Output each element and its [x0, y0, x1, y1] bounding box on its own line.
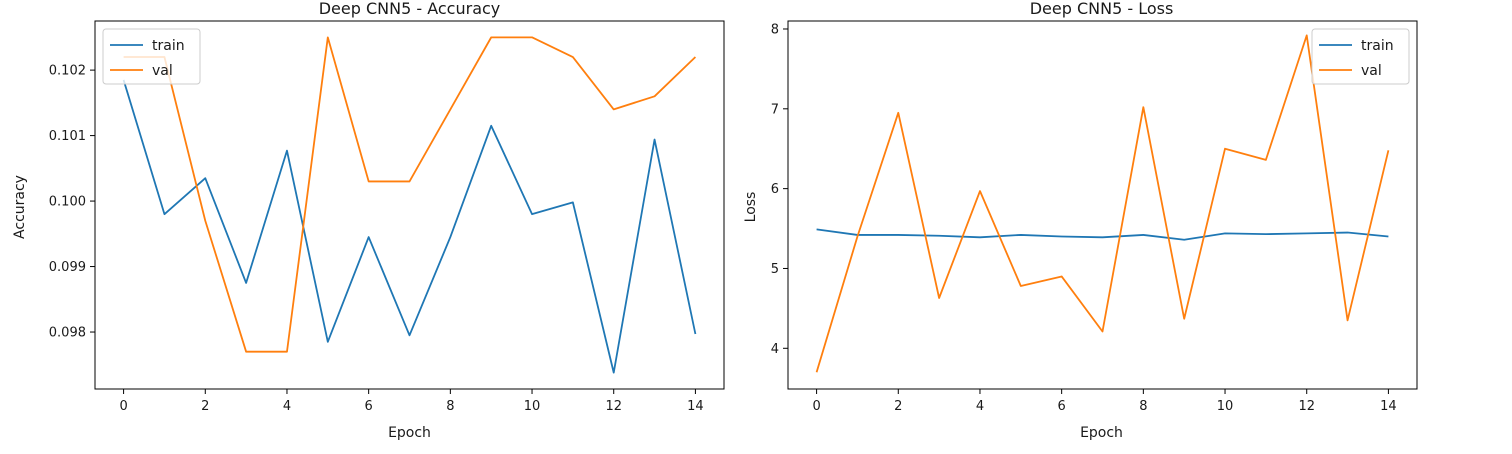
legend-label-val: val — [1361, 63, 1382, 79]
x-tick-label: 6 — [365, 399, 373, 414]
x-tick-label: 0 — [119, 399, 127, 414]
plot-frame — [787, 20, 1418, 390]
loss-chart-panel: Deep CNN5 - Loss Epoch Loss 0 2 4 6 8 10 12 14 4… — [743, 0, 1418, 441]
y-tick-label: 0.098 — [49, 326, 86, 341]
y-tick-label: 7 — [771, 102, 779, 117]
x-tick-label: 12 — [605, 399, 622, 414]
x-tick-label: 14 — [1380, 399, 1397, 414]
series-line-train — [122, 79, 697, 374]
x-tick-label: 8 — [1139, 399, 1147, 414]
y-tick-label: 0.101 — [49, 129, 86, 144]
x-tick-label: 10 — [524, 399, 541, 414]
accuracy-chart-panel: Deep CNN5 - Accuracy Epoch Accuracy 0 2 4 6… — [12, 0, 725, 441]
plot-frame — [94, 20, 725, 390]
y-axis-label: Loss — [743, 192, 759, 223]
x-tick-label: 8 — [446, 399, 454, 414]
legend: train val — [102, 28, 201, 85]
x-axis-label: Epoch — [1080, 425, 1123, 441]
y-axis-label: Accuracy — [12, 175, 28, 239]
x-tick-label: 0 — [812, 399, 820, 414]
y-tick-label: 5 — [771, 262, 779, 277]
y-tick-label: 8 — [771, 22, 779, 37]
legend-label-train: train — [152, 38, 185, 54]
series-line-val — [123, 36, 697, 353]
x-tick-label: 6 — [1058, 399, 1066, 414]
y-tick-label: 0.100 — [49, 195, 86, 210]
chart-title: Deep CNN5 - Loss — [1030, 0, 1174, 18]
x-tick-label: 12 — [1298, 399, 1315, 414]
legend-label-train: train — [1361, 38, 1394, 54]
y-tick-label: 6 — [771, 182, 779, 197]
x-axis-label: Epoch — [388, 425, 431, 441]
x-tick-label: 2 — [894, 399, 902, 414]
x-tick-label: 4 — [976, 399, 984, 414]
legend: train val — [1311, 28, 1410, 85]
x-tick-label: 14 — [687, 399, 704, 414]
x-tick-label: 2 — [201, 399, 209, 414]
y-tick-label: 4 — [771, 342, 779, 357]
x-tick-label: 10 — [1217, 399, 1234, 414]
x-tick-label: 4 — [283, 399, 291, 414]
legend-label-val: val — [152, 63, 173, 79]
series-line-train — [816, 228, 1389, 241]
y-tick-label: 0.102 — [49, 64, 86, 79]
chart-title: Deep CNN5 - Accuracy — [319, 0, 501, 18]
y-tick-label: 0.099 — [49, 260, 86, 275]
series-line-val — [815, 34, 1390, 373]
